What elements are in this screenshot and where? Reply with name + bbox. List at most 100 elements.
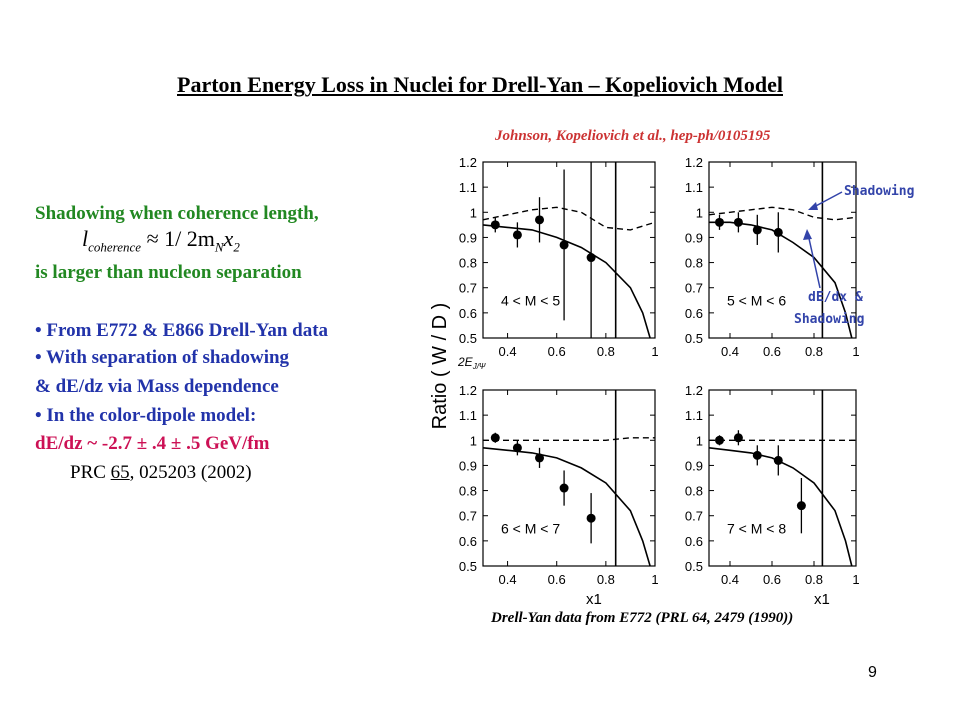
page-number: 9 [868, 664, 877, 681]
x-axis-label-right: x1 [814, 591, 830, 608]
data-point [559, 483, 569, 493]
solid-curve [482, 224, 651, 339]
y-tick-label: 0.6 [685, 534, 703, 549]
data-point [535, 453, 545, 463]
y-tick-label: 0.5 [685, 331, 703, 346]
mass-bin-label: 4 < M < 5 [501, 292, 560, 308]
y-tick-label: 1 [696, 433, 703, 448]
y-tick-label: 1.1 [459, 408, 477, 423]
dedx-arrow [807, 233, 821, 289]
figure-caption: Drell-Yan data from E772 (PRL 64, 2479 (… [491, 610, 794, 626]
dashed-curve [482, 206, 656, 231]
data-point [715, 435, 724, 445]
y-tick-label: 1 [470, 205, 477, 220]
x-tick-label: 0.8 [597, 572, 615, 587]
y-tick-label: 1 [696, 205, 703, 220]
citation: Johnson, Kopeliovich et al., hep-ph/0105… [495, 128, 771, 144]
data-point [512, 230, 522, 240]
y-tick-label: 1 [470, 433, 477, 448]
y-tick-label: 0.7 [685, 509, 703, 524]
x-tick-label: 0.6 [763, 344, 781, 359]
x-tick-label: 0.8 [805, 572, 823, 587]
y-tick-label: 0.8 [685, 484, 703, 499]
panel-frame [482, 161, 656, 339]
shadowing-line: Shadowing when coherence length, [35, 203, 319, 224]
shadowing-annotation: Shadowing [844, 184, 915, 199]
y-tick-label: 0.5 [459, 331, 477, 346]
data-point [559, 240, 569, 250]
data-point [535, 215, 545, 225]
y-tick-label: 0.6 [459, 306, 477, 321]
mass-bin-label: 7 < M < 8 [727, 520, 786, 536]
mass-bin-label: 5 < M < 6 [727, 292, 786, 308]
bullet-separation: • With separation of shadowing [35, 347, 290, 368]
x-tick-label: 1 [852, 572, 859, 587]
y-tick-label: 1.2 [459, 383, 477, 398]
y-axis-label: Ratio ( W / D ) [429, 303, 451, 430]
small-label-2e: 2EJ/Ψ [457, 355, 486, 371]
data-point [715, 217, 724, 227]
data-point [796, 501, 806, 511]
mass-bin-label: 6 < M < 7 [501, 520, 560, 536]
y-tick-label: 1.2 [685, 155, 703, 170]
data-point [490, 220, 500, 230]
y-tick-label: 1.1 [685, 180, 703, 195]
data-point [733, 433, 743, 443]
x-tick-label: 0.4 [721, 344, 739, 359]
data-point [586, 513, 596, 523]
y-tick-label: 0.8 [459, 256, 477, 271]
y-tick-label: 0.6 [459, 534, 477, 549]
x-tick-label: 0.8 [597, 344, 615, 359]
dashed-curve [483, 437, 655, 441]
y-tick-label: 1.1 [459, 180, 477, 195]
panel-frame [708, 389, 857, 567]
solid-curve [482, 447, 651, 567]
x-tick-label: 0.4 [499, 572, 517, 587]
solid-curve [708, 447, 853, 567]
data-point [586, 253, 596, 263]
y-tick-label: 1.1 [685, 408, 703, 423]
x-tick-label: 0.8 [805, 344, 823, 359]
y-tick-label: 0.7 [685, 281, 703, 296]
y-tick-label: 0.9 [459, 458, 477, 473]
dedx-annotation-line1: dE/dx & [808, 290, 863, 305]
data-point [752, 450, 762, 460]
y-tick-label: 0.8 [459, 484, 477, 499]
dedz-value: dE/dz ~ -2.7 ± .4 ± .5 GeV/fm [35, 433, 270, 454]
slide-title: Parton Energy Loss in Nuclei for Drell-Y… [177, 72, 783, 97]
y-tick-label: 0.8 [685, 256, 703, 271]
x-axis-label-left: x1 [586, 591, 602, 608]
y-tick-label: 0.5 [459, 559, 477, 574]
y-tick-label: 0.6 [685, 306, 703, 321]
dedx-annotation-line2: Shadowing [794, 312, 865, 327]
bullet-e772: • From E772 & E866 Drell-Yan data [35, 320, 329, 341]
dashed-curve [708, 206, 857, 221]
y-tick-label: 0.9 [459, 230, 477, 245]
x-tick-label: 1 [651, 344, 658, 359]
x-tick-label: 0.6 [548, 344, 566, 359]
data-point [490, 433, 500, 443]
y-tick-label: 0.7 [459, 281, 477, 296]
dedx-arrowhead [803, 229, 812, 240]
shadowing-arrow [811, 191, 843, 209]
y-tick-label: 0.7 [459, 509, 477, 524]
x-tick-label: 0.4 [499, 344, 517, 359]
y-tick-label: 1.2 [459, 155, 477, 170]
x-tick-label: 1 [852, 344, 859, 359]
panel-frame [482, 389, 656, 567]
data-point [512, 443, 522, 453]
data-point [773, 455, 783, 465]
data-point [752, 225, 762, 235]
bullet-dipole: • In the color-dipole model: [35, 405, 257, 426]
reference: PRC 65, 025203 (2002) [70, 462, 252, 483]
y-tick-label: 0.9 [685, 230, 703, 245]
data-point [773, 227, 783, 237]
coherence-formula: lcoherence ≈ 1/ 2mNx2 [82, 226, 240, 255]
y-tick-label: 0.9 [685, 458, 703, 473]
x-tick-label: 0.4 [721, 572, 739, 587]
separation-line: is larger than nucleon separation [35, 262, 302, 283]
data-point [733, 217, 743, 227]
y-tick-label: 0.5 [685, 559, 703, 574]
y-tick-label: 1.2 [685, 383, 703, 398]
bullet-separation-cont: & dE/dz via Mass dependence [35, 376, 279, 397]
